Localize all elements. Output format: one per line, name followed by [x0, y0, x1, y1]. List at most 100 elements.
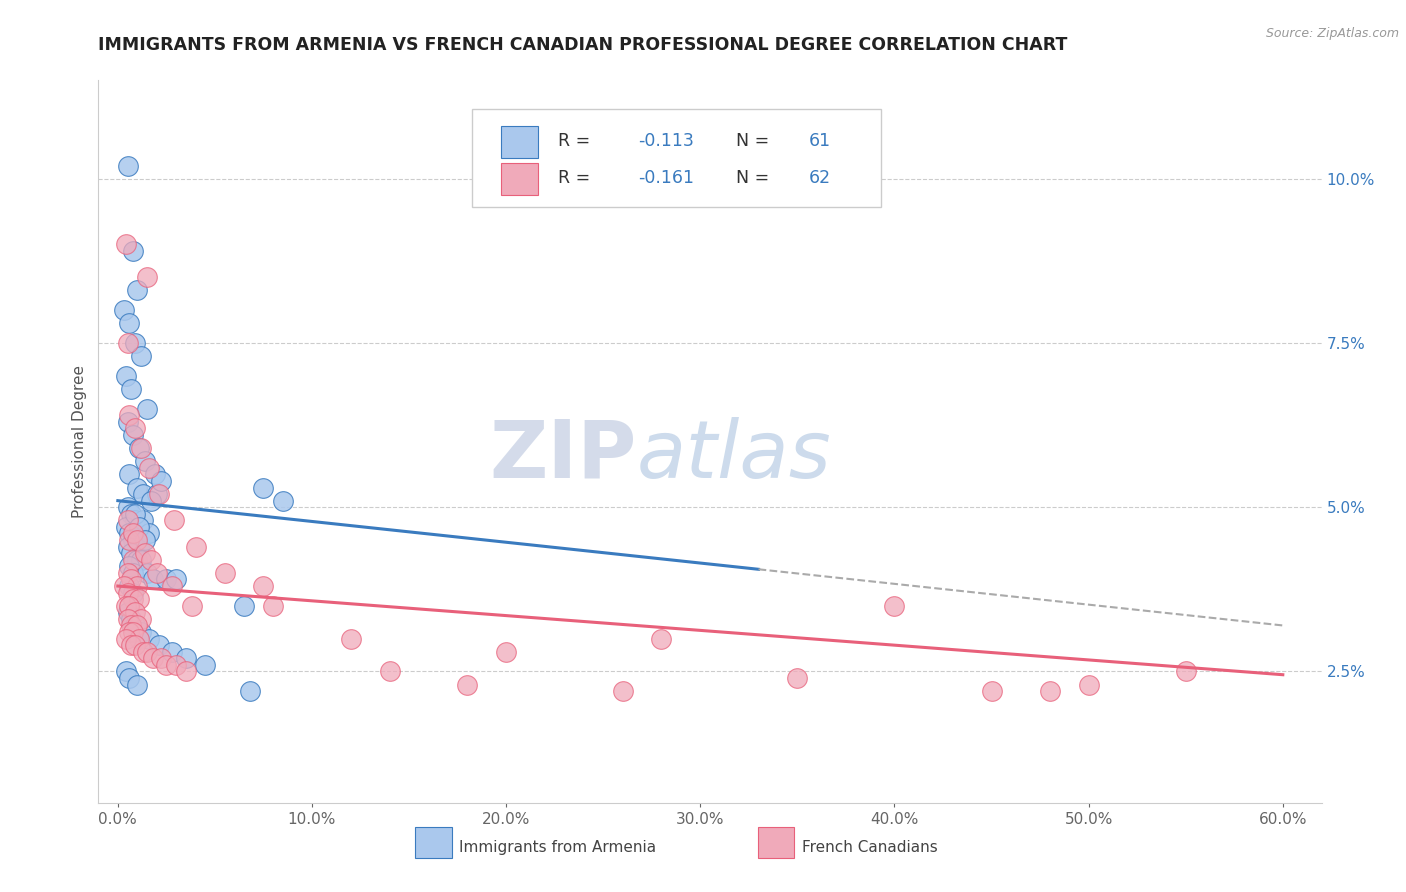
Point: [124, 507, 146, 521]
Point: [128, 520, 150, 534]
Point: [495, 645, 517, 659]
Point: [165, 573, 187, 587]
Text: ZIP: ZIP: [489, 417, 637, 495]
Text: 61: 61: [808, 132, 831, 150]
Point: [129, 625, 152, 640]
Point: [262, 599, 284, 613]
Point: [155, 573, 177, 587]
Point: [117, 585, 139, 599]
FancyBboxPatch shape: [501, 126, 537, 158]
Point: [118, 409, 141, 423]
Point: [118, 533, 141, 547]
Point: [117, 415, 139, 429]
Text: Immigrants from Armenia: Immigrants from Armenia: [460, 840, 657, 855]
Point: [122, 553, 145, 567]
Point: [122, 244, 145, 258]
Point: [118, 316, 141, 330]
Point: [120, 382, 142, 396]
Point: [233, 599, 256, 613]
Point: [148, 638, 170, 652]
Point: [139, 553, 162, 567]
Point: [194, 657, 217, 672]
Point: [149, 651, 172, 665]
Point: [127, 533, 149, 547]
Point: [142, 573, 165, 587]
Point: [239, 684, 262, 698]
Point: [127, 677, 149, 691]
Text: French Canadians: French Canadians: [801, 840, 938, 855]
Point: [120, 638, 142, 652]
Text: IMMIGRANTS FROM ARMENIA VS FRENCH CANADIAN PROFESSIONAL DEGREE CORRELATION CHART: IMMIGRANTS FROM ARMENIA VS FRENCH CANADI…: [98, 36, 1067, 54]
Point: [214, 566, 236, 580]
Point: [786, 671, 808, 685]
Point: [165, 657, 187, 672]
Point: [124, 421, 146, 435]
Point: [118, 579, 141, 593]
Point: [127, 618, 149, 632]
Point: [114, 368, 136, 383]
FancyBboxPatch shape: [471, 109, 882, 207]
Point: [145, 566, 167, 580]
Point: [122, 526, 145, 541]
Point: [112, 303, 135, 318]
Point: [118, 467, 141, 482]
Point: [117, 500, 139, 515]
Point: [127, 579, 149, 593]
Point: [252, 579, 274, 593]
Point: [129, 612, 152, 626]
Point: [117, 612, 139, 626]
Point: [118, 599, 141, 613]
Point: [120, 573, 142, 587]
Point: [650, 632, 672, 646]
Point: [114, 520, 136, 534]
Point: [148, 487, 170, 501]
Point: [136, 270, 159, 285]
Point: [122, 625, 145, 640]
Point: [138, 632, 160, 646]
Point: [612, 684, 634, 698]
Point: [142, 651, 165, 665]
Point: [122, 533, 145, 547]
FancyBboxPatch shape: [758, 828, 794, 858]
FancyBboxPatch shape: [501, 163, 537, 195]
Point: [1174, 665, 1197, 679]
Point: [122, 428, 145, 442]
FancyBboxPatch shape: [415, 828, 451, 858]
Point: [136, 566, 159, 580]
Point: [138, 526, 160, 541]
Point: [134, 454, 156, 468]
Point: [120, 507, 142, 521]
Point: [340, 632, 363, 646]
Point: [118, 559, 141, 574]
Point: [1039, 684, 1062, 698]
Point: [184, 540, 207, 554]
Point: [122, 592, 145, 607]
Point: [112, 579, 135, 593]
Text: N =: N =: [735, 132, 775, 150]
Point: [117, 605, 139, 619]
Point: [124, 638, 146, 652]
Point: [124, 605, 146, 619]
Text: -0.161: -0.161: [638, 169, 693, 187]
Point: [132, 487, 155, 501]
Point: [124, 513, 146, 527]
Point: [128, 540, 150, 554]
Point: [129, 441, 152, 455]
Text: -0.113: -0.113: [638, 132, 693, 150]
Point: [117, 540, 139, 554]
Point: [378, 665, 401, 679]
Point: [120, 612, 142, 626]
Point: [174, 651, 197, 665]
Text: N =: N =: [735, 169, 775, 187]
Point: [117, 159, 139, 173]
Point: [128, 441, 150, 455]
Point: [114, 237, 136, 252]
Point: [120, 618, 142, 632]
Point: [174, 665, 197, 679]
Point: [160, 645, 183, 659]
Point: [122, 585, 145, 599]
Point: [127, 284, 149, 298]
Text: Source: ZipAtlas.com: Source: ZipAtlas.com: [1265, 27, 1399, 40]
Point: [252, 481, 274, 495]
Text: atlas: atlas: [637, 417, 831, 495]
